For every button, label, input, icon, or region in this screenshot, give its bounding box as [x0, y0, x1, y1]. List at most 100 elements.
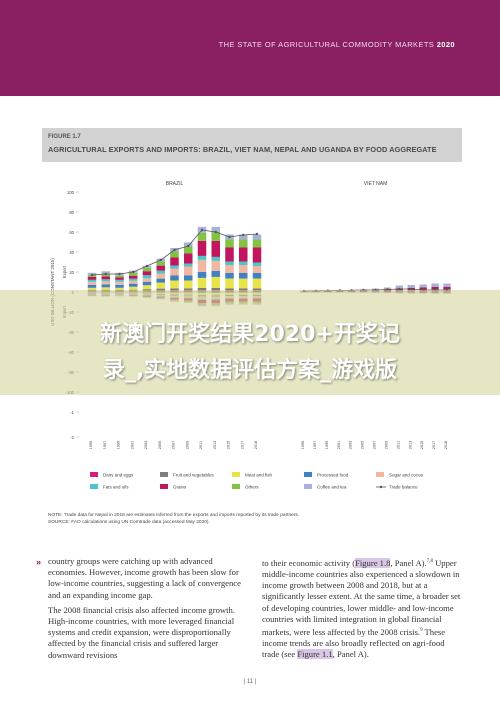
- export-bar-segment: [128, 278, 138, 281]
- trade-balance-point: [90, 273, 94, 277]
- legend-swatch-point: [379, 485, 383, 489]
- legend-swatch: [160, 484, 168, 489]
- vietnam-panel-title: VIET NAM: [364, 181, 388, 187]
- report-year: 2020: [436, 40, 455, 49]
- x-tick-label: 2003: [144, 441, 148, 449]
- export-bar-segment: [183, 246, 193, 254]
- export-bar-segment: [156, 278, 166, 283]
- x-tick-label: 2009: [384, 441, 388, 449]
- export-bar-segment: [225, 261, 234, 265]
- trade-balance-point: [159, 258, 162, 262]
- figure-note: NOTE: Trade data for Nepal in 2018 are e…: [48, 512, 448, 526]
- export-bar-segment: [211, 270, 221, 277]
- legend-swatch: [232, 472, 240, 477]
- y-tick-label: -1: [70, 410, 74, 415]
- trade-balance-point: [255, 232, 259, 236]
- export-bar-segment: [197, 271, 207, 278]
- export-bar-segment: [183, 266, 193, 276]
- export-bar-segment: [211, 226, 221, 232]
- export-bar-segment: [128, 272, 138, 276]
- export-bar-segment: [170, 280, 179, 289]
- export-bar-segment: [443, 283, 451, 287]
- export-bar-segment: [87, 281, 97, 285]
- x-tick-label: 1997: [103, 441, 107, 449]
- export-bar-segment: [101, 276, 111, 280]
- export-bar-segment: [238, 273, 248, 279]
- right-p2-tail: , Panel A).: [332, 649, 369, 660]
- x-tick-label: 2001: [337, 441, 341, 449]
- export-bar-segment: [115, 281, 124, 285]
- export-bar-segment: [142, 281, 152, 286]
- y-tick-label: 60: [69, 230, 74, 235]
- figure-header: FIGURE 1.7 AGRICULTURAL EXPORTS AND IMPO…: [42, 128, 462, 162]
- export-bar-segment: [115, 287, 124, 290]
- brazil-panel-title: BRAZIL: [166, 181, 184, 187]
- right-p1-tail: , Panel A).: [390, 557, 427, 568]
- x-tick-label: 2015: [227, 441, 231, 449]
- header-band: THE STATE OF AGRICULTURAL COMMODITY MARK…: [0, 0, 500, 96]
- trade-balance-point: [242, 233, 245, 237]
- export-bar-segment: [101, 281, 111, 285]
- trade-balance-point: [200, 228, 204, 232]
- x-tick-label: 2017: [240, 441, 244, 449]
- right-p2-text: Upper middle-income countries also exper…: [262, 557, 461, 637]
- export-bar-segment: [197, 240, 207, 256]
- legend-swatch: [90, 484, 98, 489]
- export-bar-segment: [142, 267, 152, 272]
- x-tick-label: 2011: [199, 441, 203, 449]
- y-tick-label: 20: [69, 270, 74, 275]
- footnote-ref-9[interactable]: 9: [420, 628, 423, 634]
- export-bar-segment: [115, 279, 124, 282]
- export-bar-segment: [225, 273, 234, 279]
- export-bar-segment: [211, 276, 221, 288]
- legend-swatch: [90, 472, 98, 477]
- export-bar-segment: [225, 247, 234, 262]
- x-tick-label: 2001: [130, 441, 134, 449]
- export-bar-segment: [128, 283, 138, 287]
- export-bar-segment: [115, 277, 124, 280]
- x-tick-label: 2007: [373, 441, 377, 449]
- export-bar-segment: [156, 273, 166, 279]
- export-bar-segment: [238, 261, 248, 265]
- export-bar-segment: [170, 257, 179, 266]
- export-bar-segment: [238, 234, 248, 240]
- export-bar-segment: [419, 287, 427, 290]
- x-tick-label: 2005: [158, 441, 162, 449]
- figure-1-1-link[interactable]: Figure 1.1: [297, 649, 333, 660]
- export-bar-segment: [142, 275, 152, 279]
- body-left-column: country groups were catching up with adv…: [48, 556, 248, 665]
- legend-label: Fruit and vegetables: [173, 473, 215, 478]
- y-tick-label: -2: [70, 435, 74, 440]
- figure-1-8-link[interactable]: Figure 1.8: [355, 557, 391, 568]
- export-bar-segment: [211, 260, 221, 271]
- export-bar-segment: [183, 275, 193, 281]
- legend-label: Coffee and tea: [317, 485, 347, 490]
- export-bar-segment: [142, 285, 152, 290]
- x-tick-label: 2003: [349, 441, 353, 449]
- x-tick-label: 2018: [254, 441, 258, 449]
- export-bar-segment: [170, 268, 179, 276]
- x-tick-label: 1995: [89, 441, 93, 449]
- export-bar-segment: [225, 239, 234, 248]
- export-bar-segment: [238, 278, 248, 289]
- x-tick-label: 1997: [313, 441, 317, 449]
- legend-label: Dairy and eggs: [103, 473, 134, 478]
- export-bar-segment: [183, 280, 193, 289]
- trade-balance-point: [228, 235, 231, 239]
- note-text: NOTE: Trade data for Nepal in 2018 are e…: [48, 513, 300, 518]
- legend-label: Fats and oils: [103, 485, 129, 490]
- export-bar-segment: [252, 273, 262, 279]
- watermark-line-2: 录_,实地数据评估方案_游戏版: [102, 358, 398, 383]
- export-bar-segment: [101, 271, 111, 275]
- legend-swatch: [160, 472, 168, 477]
- export-axis-label: Export: [62, 265, 67, 278]
- trade-balance-point: [410, 287, 413, 291]
- export-bar-segment: [156, 282, 166, 289]
- bullet-marker: »: [36, 557, 42, 567]
- export-bar-segment: [128, 275, 138, 279]
- export-bar-segment: [407, 285, 415, 288]
- left-paragraph-2: The 2008 financial crisis also affected …: [48, 604, 235, 660]
- footnote-ref-7-8[interactable]: 7,8: [426, 559, 433, 564]
- export-bar-segment: [156, 261, 166, 266]
- export-bar-segment: [101, 287, 111, 290]
